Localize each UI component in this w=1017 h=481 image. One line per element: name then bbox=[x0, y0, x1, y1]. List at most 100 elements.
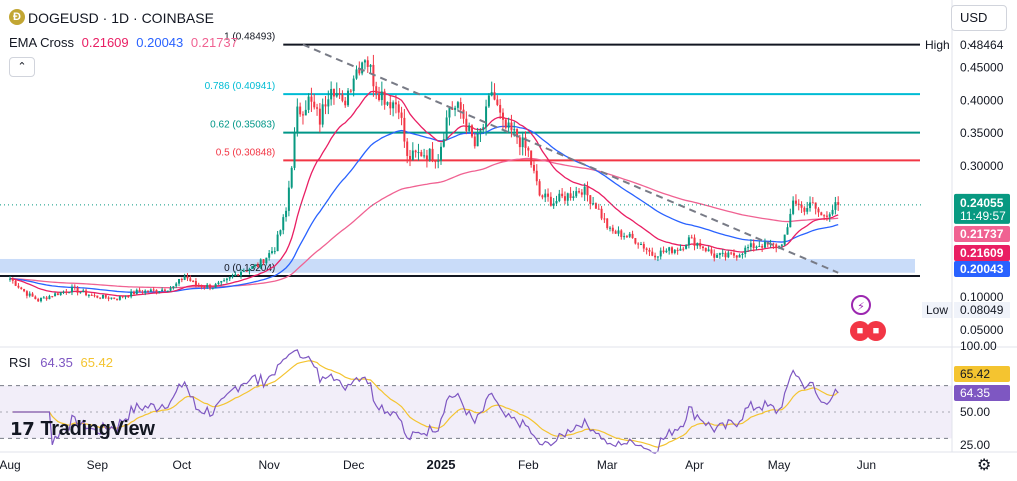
candle-body bbox=[56, 293, 59, 296]
candle-body bbox=[620, 230, 623, 237]
candle-body bbox=[11, 278, 14, 281]
candle-body bbox=[245, 270, 248, 272]
candle-body bbox=[239, 271, 242, 276]
candle-body bbox=[490, 92, 493, 96]
high-label-bg bbox=[922, 36, 952, 53]
candle-body bbox=[394, 102, 397, 105]
candle-body bbox=[223, 280, 226, 282]
ema-value-1: 0.21609 bbox=[81, 35, 129, 50]
fib-level-label: 0.786 (0.40941) bbox=[205, 81, 276, 92]
candle-body bbox=[487, 95, 490, 107]
trend-line bbox=[302, 43, 839, 274]
rsi-ma-value: 65.42 bbox=[80, 355, 114, 370]
price-tick-label: 0.30000 bbox=[960, 159, 1004, 173]
candle-body bbox=[462, 109, 465, 119]
candle-body bbox=[79, 292, 82, 294]
candle-body bbox=[592, 203, 595, 205]
collapse-legend-button[interactable]: ⌃ bbox=[9, 57, 35, 77]
time-tick-label: Aug bbox=[0, 458, 21, 472]
candle-body bbox=[155, 289, 158, 293]
candle-body bbox=[786, 227, 789, 235]
candle-body bbox=[448, 107, 451, 118]
candle-body bbox=[369, 64, 372, 67]
candle-body bbox=[324, 104, 327, 107]
rsi-tick-label: 25.00 bbox=[960, 438, 990, 452]
indicator-alert-icon[interactable]: ⚡ bbox=[851, 295, 871, 315]
candle-body bbox=[183, 276, 186, 280]
candle-body bbox=[175, 283, 178, 287]
candle-body bbox=[814, 202, 817, 209]
time-tick-label: Feb bbox=[518, 458, 539, 472]
candle-body bbox=[54, 293, 57, 297]
low-label-bg bbox=[922, 302, 952, 318]
candle-body bbox=[482, 127, 485, 131]
price-tick-label: 0.45000 bbox=[960, 61, 1004, 75]
time-tick-label: Sep bbox=[87, 458, 109, 472]
candle-body bbox=[375, 86, 378, 94]
candle-body bbox=[25, 291, 28, 296]
candle-body bbox=[499, 104, 502, 113]
candle-body bbox=[454, 107, 457, 110]
candle-body bbox=[90, 294, 93, 296]
candle-body bbox=[341, 94, 344, 101]
candle-body bbox=[617, 230, 620, 234]
candle-body bbox=[296, 106, 299, 134]
candle-body bbox=[645, 248, 648, 250]
time-tick-label: 2025 bbox=[427, 457, 456, 472]
candle-body bbox=[606, 218, 609, 229]
candle-body bbox=[138, 289, 141, 292]
candle-body bbox=[747, 247, 750, 249]
candle-body bbox=[640, 244, 643, 246]
candle-body bbox=[603, 218, 606, 220]
candle-body bbox=[727, 252, 730, 258]
candle-body bbox=[45, 297, 48, 300]
candle-body bbox=[530, 150, 533, 165]
candle-body bbox=[318, 108, 321, 125]
candle-body bbox=[121, 296, 124, 298]
candle-body bbox=[806, 208, 809, 212]
candle-body bbox=[338, 93, 341, 95]
candle-body bbox=[268, 253, 271, 258]
candle-body bbox=[569, 193, 572, 198]
candle-body bbox=[299, 106, 302, 115]
candle-body bbox=[242, 270, 245, 272]
time-tick-label: Nov bbox=[258, 458, 279, 472]
candle-body bbox=[501, 112, 504, 120]
candle-body bbox=[304, 109, 307, 116]
tradingview-logo[interactable]: 𝟭𝟳 TradingView bbox=[10, 418, 155, 441]
candle-body bbox=[23, 288, 26, 292]
candle-body bbox=[442, 139, 445, 147]
currency-select[interactable]: USD ⌄ bbox=[951, 5, 1007, 49]
candle-body bbox=[521, 137, 524, 148]
candle-body bbox=[96, 295, 99, 298]
candle-body bbox=[389, 102, 392, 109]
candle-body bbox=[651, 251, 654, 256]
ema-price-value: 0.20043 bbox=[960, 262, 1004, 276]
symbol-title[interactable]: DOGEUSD · 1D · COINBASE bbox=[28, 10, 214, 26]
candle-body bbox=[265, 257, 268, 264]
candle-body bbox=[597, 208, 600, 210]
rsi-legend[interactable]: RSI 64.35 65.42 bbox=[9, 355, 113, 370]
candle-body bbox=[687, 237, 690, 246]
ema-cross-legend[interactable]: EMA Cross 0.21609 0.20043 0.21737 bbox=[9, 35, 242, 50]
candle-body bbox=[17, 285, 20, 288]
time-tick-label: Apr bbox=[685, 458, 704, 472]
candle-body bbox=[749, 243, 752, 248]
candle-body bbox=[37, 299, 40, 302]
candle-body bbox=[817, 208, 820, 213]
time-tick-label: Dec bbox=[343, 458, 364, 472]
candle-body bbox=[397, 104, 400, 113]
candle-body bbox=[186, 276, 189, 279]
rsi-line bbox=[12, 349, 839, 454]
candle-body bbox=[718, 253, 721, 255]
candle-body bbox=[809, 202, 812, 209]
economic-events-icon[interactable]: ■ bbox=[850, 321, 870, 341]
candle-body bbox=[696, 242, 699, 246]
economic-events-icon-2[interactable]: ■ bbox=[866, 321, 886, 341]
gear-icon[interactable]: ⚙ bbox=[977, 457, 992, 474]
candle-body bbox=[59, 292, 62, 296]
fib-level-label: 0.62 (0.35083) bbox=[210, 120, 275, 131]
candle-body bbox=[251, 266, 254, 269]
ema-cross-name: EMA Cross bbox=[9, 35, 75, 50]
